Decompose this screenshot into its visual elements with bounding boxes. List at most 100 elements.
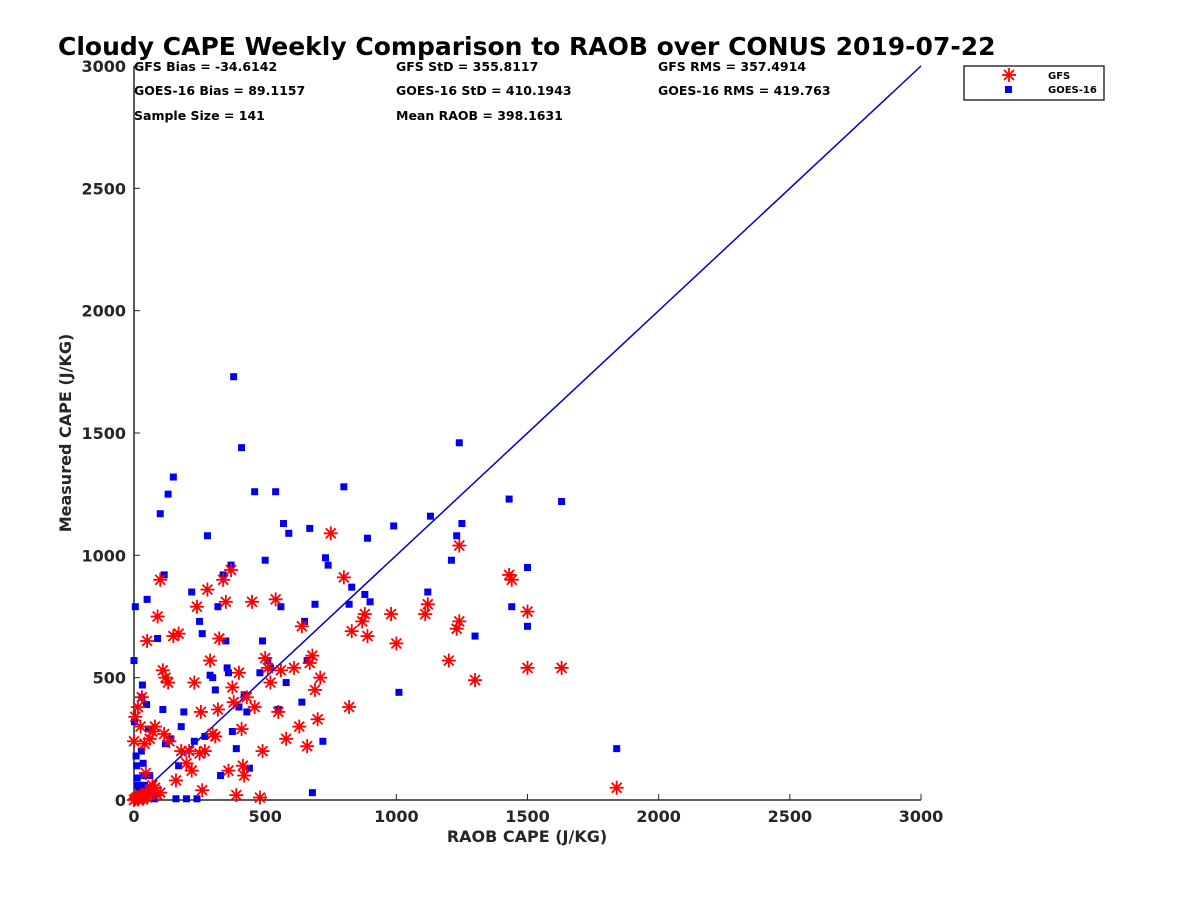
goes16-point — [132, 752, 140, 760]
gfs-point — [234, 722, 249, 737]
gfs-point — [212, 631, 227, 646]
goes16-point — [251, 488, 259, 496]
gfs-point — [182, 744, 197, 759]
gfs-point — [247, 700, 262, 715]
stat-gfs-bias: GFS Bias = -34.6142 — [134, 59, 277, 74]
goes16-point — [471, 632, 479, 640]
gfs-point — [344, 624, 359, 639]
goes16-point — [139, 759, 147, 767]
x-tick-label: 3000 — [899, 807, 944, 826]
chart-title: Cloudy CAPE Weekly Comparison to RAOB ov… — [58, 32, 996, 61]
x-tick-label: 2000 — [636, 807, 681, 826]
gfs-point — [287, 660, 302, 675]
y-tick-label: 2000 — [81, 302, 126, 321]
gfs-point — [520, 604, 535, 619]
gfs-series — [127, 526, 624, 807]
goes16-point — [198, 630, 206, 638]
gfs-point — [418, 607, 433, 622]
gfs-point — [452, 538, 467, 553]
goes16-point — [159, 705, 167, 713]
gfs-point — [357, 607, 372, 622]
gfs-point — [336, 570, 351, 585]
goes16-point — [131, 603, 139, 611]
goes16-point — [133, 762, 141, 770]
gfs-point — [138, 766, 153, 781]
goes16-point — [154, 635, 162, 643]
goes16-point — [135, 786, 143, 794]
goes16-point — [232, 745, 240, 753]
goes16-point — [134, 781, 142, 789]
goes16-point — [458, 520, 466, 528]
gfs-point — [389, 636, 404, 651]
y-ticks: 0 500 1000 1500 2000 2500 3000 — [81, 57, 140, 810]
goes16-point — [143, 595, 151, 603]
goes16-point — [261, 556, 269, 564]
goes16-point — [447, 556, 455, 564]
goes16-point — [224, 669, 232, 677]
goes16-point — [426, 512, 434, 520]
x-axis-label: RAOB CAPE (J/KG) — [447, 827, 607, 846]
goes16-point — [508, 603, 516, 611]
goes16-point — [182, 795, 190, 803]
gfs-point — [504, 572, 519, 587]
gfs-point — [520, 660, 535, 675]
goes16-point — [177, 723, 185, 731]
goes16-point — [193, 795, 201, 803]
goes16-point — [214, 603, 222, 611]
goes16-point — [390, 522, 398, 530]
legend-gfs-marker — [1002, 68, 1016, 82]
y-tick-label: 1000 — [81, 546, 126, 565]
goes16-point — [146, 772, 154, 780]
goes16-point — [222, 637, 230, 645]
one-to-one-line — [133, 65, 922, 801]
goes16-point — [156, 510, 164, 518]
goes16-point — [137, 747, 145, 755]
goes16-point — [230, 373, 238, 381]
goes16-point — [217, 772, 225, 780]
gfs-point — [384, 607, 399, 622]
goes16-point — [175, 762, 183, 770]
y-tick-label: 1500 — [81, 424, 126, 443]
goes16-point — [558, 498, 566, 506]
gfs-point — [263, 675, 278, 690]
gfs-point — [252, 790, 267, 805]
gfs-point — [197, 744, 212, 759]
goes16-point — [319, 737, 327, 745]
gfs-point — [133, 719, 148, 734]
goes16-point — [164, 490, 172, 498]
goes16-point — [243, 708, 251, 716]
gfs-point — [310, 712, 325, 727]
y-tick-label: 0 — [115, 791, 126, 810]
x-tick-label: 1500 — [505, 807, 550, 826]
goes16-point — [298, 698, 306, 706]
goes16-point — [209, 674, 217, 682]
goes16-point — [143, 701, 151, 709]
goes16-point — [311, 600, 319, 608]
gfs-point — [216, 572, 231, 587]
gfs-point — [195, 783, 210, 798]
goes16-point — [169, 473, 177, 481]
gfs-point — [225, 680, 240, 695]
goes16-point — [345, 600, 353, 608]
y-axis-label: Measured CAPE (J/KG) — [56, 334, 75, 533]
goes16-point — [453, 532, 461, 540]
goes16-point — [308, 789, 316, 797]
gfs-point — [305, 648, 320, 663]
goes16-point — [190, 737, 198, 745]
goes16-point — [201, 732, 209, 740]
gfs-point — [323, 526, 338, 541]
gfs-point — [294, 619, 309, 634]
goes16-point — [455, 439, 463, 447]
goes16-point — [228, 727, 236, 735]
gfs-point — [273, 663, 288, 678]
stat-sample-size: Sample Size = 141 — [134, 108, 265, 123]
gfs-point — [127, 734, 141, 749]
gfs-point — [245, 594, 260, 609]
goes16-point — [256, 669, 264, 677]
goes16-point — [133, 774, 141, 782]
goes16-point — [144, 725, 152, 733]
gfs-point — [268, 592, 283, 607]
y-tick-label: 500 — [93, 669, 126, 688]
goes16-point — [238, 444, 246, 452]
gfs-point — [609, 780, 624, 795]
